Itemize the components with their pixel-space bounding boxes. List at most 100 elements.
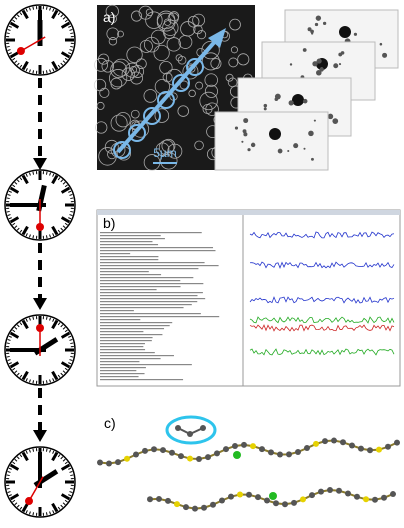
text-line (100, 322, 172, 323)
text-line (100, 283, 203, 284)
pattern-spot (264, 107, 267, 110)
clock-tick (7, 475, 10, 476)
atom (174, 501, 180, 507)
pattern-spot (380, 43, 383, 46)
clock-tick (7, 211, 10, 212)
text-line (100, 250, 215, 251)
atom (250, 443, 256, 449)
pattern-spot (314, 120, 316, 122)
atom (277, 451, 283, 457)
clock-tick (7, 488, 10, 489)
atom (255, 494, 261, 500)
atom (233, 451, 241, 459)
clock (5, 315, 75, 385)
atom (187, 431, 193, 437)
atom (156, 496, 162, 502)
second-dot (36, 324, 44, 332)
pattern-spot (333, 63, 338, 68)
clock (5, 447, 75, 517)
atom (376, 447, 382, 453)
clock-tick (33, 380, 34, 383)
clock-tick (70, 211, 73, 212)
text-line (100, 343, 145, 344)
pattern-spot (311, 32, 313, 34)
text-line (100, 259, 158, 260)
pattern-spot (303, 148, 305, 150)
clock-tick (46, 449, 47, 452)
atom (291, 500, 297, 506)
text-line (100, 379, 183, 380)
figure: 5µm a) b) c) (0, 0, 404, 528)
pattern-spot (264, 104, 268, 108)
clock-tick (7, 356, 10, 357)
pattern-spot (247, 148, 250, 151)
atom (385, 444, 391, 450)
molecule: c) (97, 415, 400, 512)
clock-tick (33, 235, 34, 238)
text-line (100, 370, 136, 371)
pattern-spot (303, 48, 307, 52)
pattern-spot (328, 114, 333, 119)
clock-tick (33, 7, 34, 10)
pattern-spot (241, 141, 243, 143)
atom (228, 494, 234, 500)
text-line (100, 346, 143, 347)
atom (331, 438, 337, 444)
text-line (100, 271, 149, 272)
atom (201, 505, 207, 511)
atom (273, 500, 279, 506)
second-dot (25, 497, 33, 505)
text-line (100, 238, 165, 239)
clock-tick (70, 198, 73, 199)
atom (175, 425, 181, 431)
atom (115, 459, 121, 465)
text-line (100, 325, 170, 326)
atom (309, 492, 315, 498)
atom (318, 489, 324, 495)
atom (381, 495, 387, 501)
text-line (100, 262, 205, 263)
atom (327, 487, 333, 493)
atom (160, 447, 166, 453)
text-line (100, 274, 161, 275)
pattern-spot (275, 94, 281, 100)
atom (295, 449, 301, 455)
pattern-spot (308, 131, 314, 137)
pattern-spot (287, 150, 289, 152)
text-line (100, 337, 153, 338)
atom (358, 446, 364, 452)
pattern-frame (215, 112, 328, 170)
clock-tick (7, 33, 10, 34)
text-line (100, 373, 145, 374)
text-line (100, 307, 184, 308)
atom (196, 456, 202, 462)
atom (210, 502, 216, 508)
clock-tick (7, 198, 10, 199)
pattern-center (269, 128, 281, 140)
atom (340, 439, 346, 445)
panel-label: c) (104, 415, 116, 431)
pattern-center (339, 26, 351, 38)
clock-tick (46, 172, 47, 175)
clock-tick (46, 512, 47, 515)
text-line (100, 253, 130, 254)
text-line (100, 286, 181, 287)
text-line (100, 304, 192, 305)
text-line (100, 280, 180, 281)
pattern-spot (243, 118, 248, 123)
atom (223, 446, 229, 452)
text-line (100, 244, 158, 245)
scale-bar-label: 5µm (153, 146, 177, 160)
pattern-spot (339, 63, 341, 65)
atom (304, 445, 310, 451)
atom (363, 496, 369, 502)
pattern-spot (320, 67, 324, 71)
pattern-spot (317, 58, 322, 63)
text-line (100, 367, 146, 368)
pattern-spot (235, 126, 238, 129)
pattern-spot (289, 100, 294, 105)
atom (286, 451, 292, 457)
pattern-spot (316, 15, 321, 20)
pattern-spot (293, 143, 298, 148)
clock-tick (7, 46, 10, 47)
